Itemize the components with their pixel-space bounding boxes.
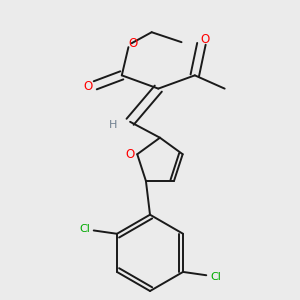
- Text: O: O: [128, 37, 137, 50]
- Text: O: O: [83, 80, 93, 94]
- Text: Cl: Cl: [210, 272, 221, 282]
- Text: H: H: [108, 120, 117, 130]
- Text: Cl: Cl: [79, 224, 90, 234]
- Text: O: O: [201, 33, 210, 46]
- Text: O: O: [125, 148, 135, 161]
